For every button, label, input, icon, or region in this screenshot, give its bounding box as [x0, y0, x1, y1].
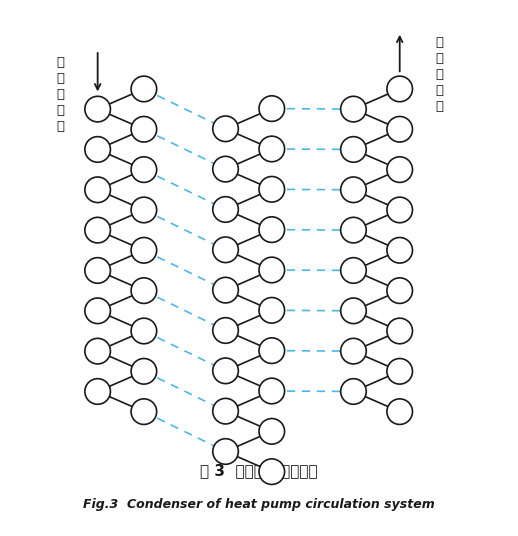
- Circle shape: [259, 217, 284, 242]
- Circle shape: [213, 438, 238, 464]
- Text: Fig.3  Condenser of heat pump circulation system: Fig.3 Condenser of heat pump circulation…: [83, 497, 435, 511]
- Circle shape: [85, 338, 110, 364]
- Circle shape: [387, 318, 412, 344]
- Circle shape: [131, 237, 156, 263]
- Circle shape: [341, 96, 366, 122]
- Circle shape: [259, 378, 284, 404]
- Circle shape: [85, 96, 110, 122]
- Circle shape: [213, 237, 238, 263]
- Circle shape: [213, 197, 238, 222]
- Circle shape: [341, 379, 366, 404]
- Circle shape: [341, 217, 366, 243]
- Text: 冷
凝
器
出
口: 冷 凝 器 出 口: [435, 36, 443, 113]
- Circle shape: [387, 116, 412, 142]
- Circle shape: [387, 359, 412, 384]
- Circle shape: [341, 177, 366, 203]
- Circle shape: [85, 379, 110, 404]
- Circle shape: [131, 197, 156, 223]
- Circle shape: [387, 197, 412, 223]
- Circle shape: [259, 459, 284, 485]
- Circle shape: [259, 176, 284, 202]
- Circle shape: [85, 137, 110, 162]
- Circle shape: [131, 399, 156, 425]
- Circle shape: [85, 298, 110, 324]
- Circle shape: [387, 399, 412, 425]
- Circle shape: [387, 157, 412, 182]
- Circle shape: [85, 177, 110, 203]
- Circle shape: [131, 318, 156, 344]
- Circle shape: [131, 116, 156, 142]
- Circle shape: [259, 96, 284, 121]
- Circle shape: [341, 258, 366, 283]
- Circle shape: [259, 419, 284, 444]
- Circle shape: [387, 278, 412, 303]
- Circle shape: [259, 257, 284, 283]
- Text: 图 3  热泵循环系统冷凝器: 图 3 热泵循环系统冷凝器: [200, 463, 318, 478]
- Circle shape: [259, 338, 284, 363]
- Circle shape: [85, 217, 110, 243]
- Circle shape: [213, 398, 238, 424]
- Circle shape: [131, 278, 156, 303]
- Circle shape: [213, 157, 238, 182]
- Circle shape: [213, 318, 238, 343]
- Circle shape: [131, 359, 156, 384]
- Circle shape: [387, 237, 412, 263]
- Circle shape: [213, 358, 238, 384]
- Circle shape: [341, 298, 366, 324]
- Text: 冷
凝
器
入
口: 冷 凝 器 入 口: [56, 56, 64, 133]
- Circle shape: [213, 116, 238, 142]
- Circle shape: [131, 157, 156, 182]
- Circle shape: [341, 338, 366, 364]
- Circle shape: [85, 258, 110, 283]
- Circle shape: [387, 76, 412, 102]
- Circle shape: [131, 76, 156, 102]
- Circle shape: [259, 136, 284, 162]
- Circle shape: [213, 277, 238, 303]
- Circle shape: [341, 137, 366, 162]
- Circle shape: [259, 297, 284, 323]
